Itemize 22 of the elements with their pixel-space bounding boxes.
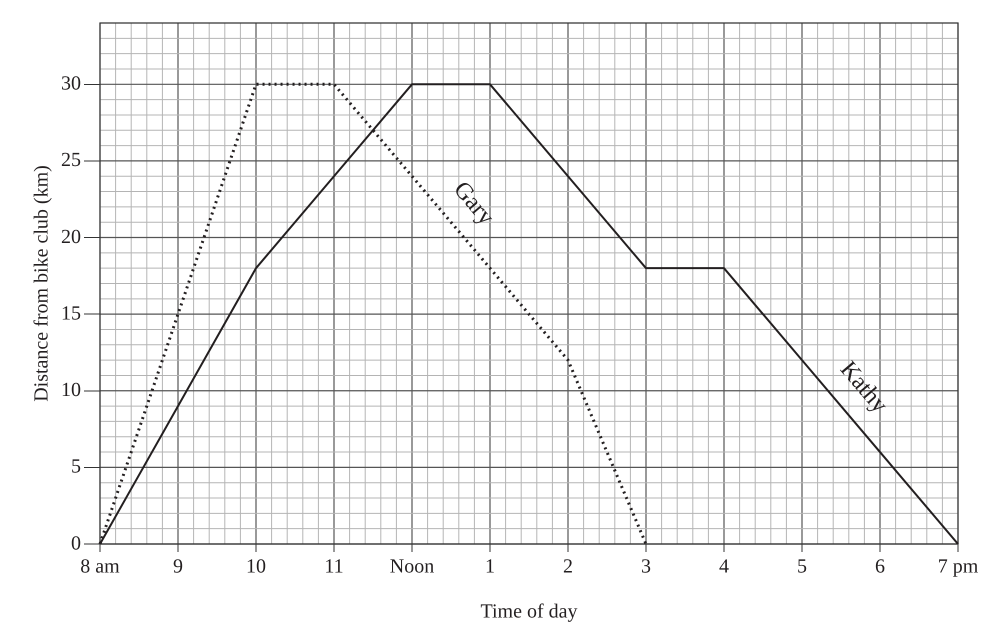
y-tick-label: 25 [61, 149, 81, 172]
y-tick-label: 0 [71, 532, 81, 554]
x-tick-label: 5 [797, 555, 807, 578]
text: Gary [448, 176, 500, 230]
x-tick-label: 2 [563, 555, 573, 578]
x-tick-label: Noon [390, 555, 434, 578]
y-tick-label: 20 [61, 226, 81, 248]
x-axis-title: Time of day [480, 600, 578, 622]
y-tick-label: 15 [61, 302, 81, 324]
y-tick-label: 5 [71, 456, 81, 478]
x-tick-label: 11 [324, 555, 344, 578]
x-tick-label: 3 [641, 555, 651, 578]
x-tick-label: 6 [875, 555, 885, 578]
x-tick-label: 9 [173, 555, 183, 578]
x-tick-label: 7 pm [938, 555, 979, 578]
x-tick-label: 10 [246, 555, 266, 578]
y-tick-label: 10 [61, 379, 81, 402]
x-tick-label: 4 [719, 555, 729, 578]
y-tick-label: 30 [61, 72, 81, 95]
x-tick-label: 8 am [80, 555, 120, 578]
y-axis-title: Distance from bike club (km) [30, 165, 52, 402]
x-tick-label: 1 [485, 555, 495, 578]
